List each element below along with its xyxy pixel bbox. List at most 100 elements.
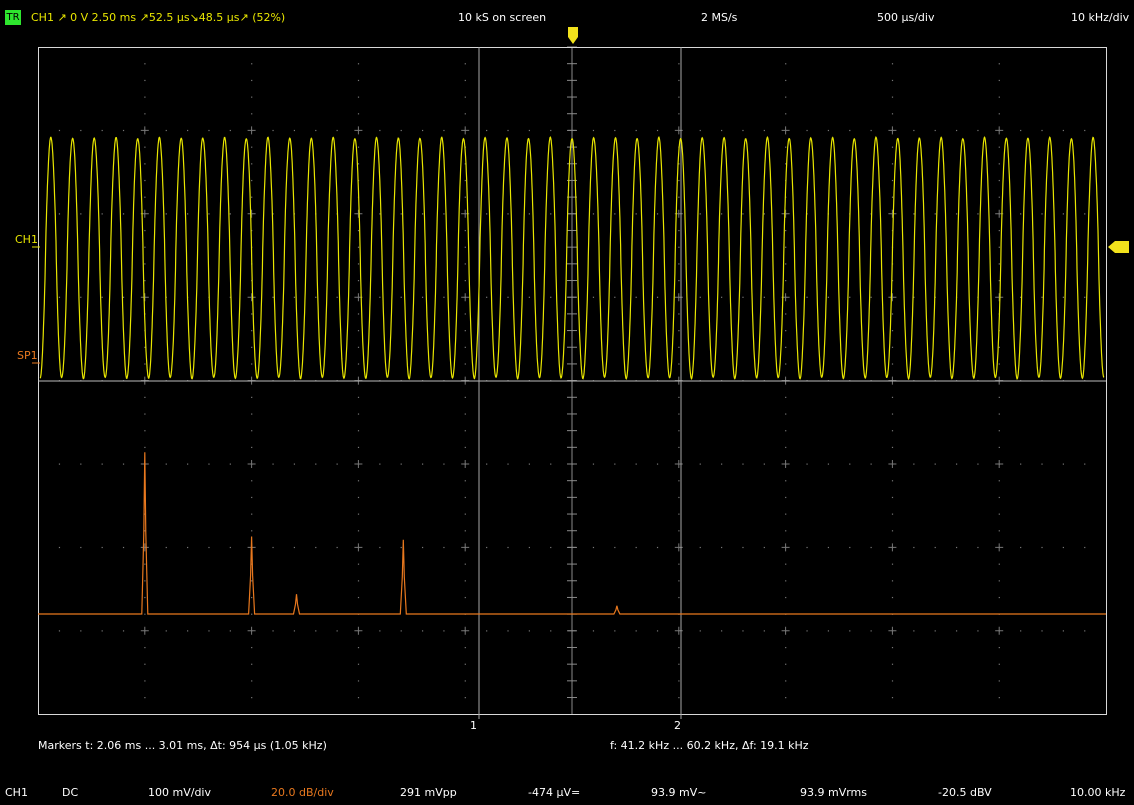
grid-dot <box>293 630 296 632</box>
trigger-badge[interactable]: TR <box>5 10 21 25</box>
status-channel[interactable]: CH1 <box>5 786 28 799</box>
grid-dot <box>977 546 979 549</box>
grid-dot <box>464 480 466 482</box>
grid-dot <box>464 463 466 465</box>
grid-dot <box>614 630 616 632</box>
cursor-2-label[interactable]: 2 <box>674 719 681 732</box>
grid-dot <box>486 296 488 298</box>
grid-dot <box>891 496 894 499</box>
grid-dot <box>763 296 765 298</box>
grid-dot <box>379 213 381 215</box>
grid-dot <box>336 296 338 298</box>
grid-dot <box>357 280 360 282</box>
grid-dot <box>229 129 231 132</box>
grid-dot <box>1020 213 1022 215</box>
sample-rate[interactable]: 2 MS/s <box>701 11 738 24</box>
grid-dot <box>870 463 872 465</box>
grid-dot <box>678 463 680 465</box>
grid-dot <box>785 79 787 82</box>
grid-dot <box>891 463 894 465</box>
ch1-trace-label[interactable]: CH1 <box>15 233 38 246</box>
grid-dot <box>357 463 360 465</box>
grid-dot <box>1041 630 1043 632</box>
grid-dot <box>464 563 466 565</box>
grid-dot <box>891 296 894 298</box>
trigger-position-marker[interactable] <box>567 27 579 45</box>
grid-dot <box>678 646 680 649</box>
grid-dot <box>58 463 61 465</box>
grid-dot <box>464 129 466 132</box>
grid-dot <box>464 646 466 649</box>
grid-dot <box>891 330 894 332</box>
grid-dot <box>656 546 659 549</box>
grid-dot <box>144 179 146 182</box>
grid-dot <box>763 463 765 465</box>
grid-dot <box>464 530 466 532</box>
grid-dot <box>229 630 231 632</box>
grid-dot <box>272 463 274 465</box>
grid-dot <box>891 480 894 482</box>
grid-dot <box>1020 546 1022 549</box>
grid-dot <box>379 630 381 632</box>
grid-dot <box>827 630 830 632</box>
grid-dot <box>229 213 231 215</box>
grid-dot <box>913 463 915 465</box>
grid-dot <box>251 446 253 449</box>
grid-dot <box>421 129 424 132</box>
grid-dot <box>721 546 723 549</box>
grid-dot <box>165 546 167 549</box>
grid-dot <box>785 580 787 582</box>
grid-dot <box>464 213 466 215</box>
grid-dot <box>678 697 680 699</box>
status-volts-per-div[interactable]: 100 mV/div <box>148 786 211 799</box>
grid-dot <box>357 697 360 699</box>
grid-dot <box>891 530 894 532</box>
grid-dot <box>357 63 360 65</box>
grid-dot <box>849 630 851 632</box>
sp1-trace-label[interactable]: SP1 <box>17 349 38 362</box>
grid-dot <box>678 630 680 632</box>
grid-dot <box>678 363 680 365</box>
grid-dot <box>144 146 146 148</box>
grid-dot <box>122 296 125 298</box>
ch1-level-marker[interactable] <box>1108 241 1130 253</box>
status-db-per-div[interactable]: 20.0 dB/div <box>271 786 334 799</box>
markers-time-readout: Markers t: 2.06 ms ... 3.01 ms, Δt: 954 … <box>38 739 327 752</box>
status-coupling[interactable]: DC <box>62 786 79 799</box>
grid-dot <box>998 697 1000 699</box>
grid-dot <box>315 630 317 632</box>
time-per-div[interactable]: 500 µs/div <box>877 11 935 24</box>
graticule <box>58 46 1086 714</box>
grid-dot <box>357 646 360 649</box>
grid-dot <box>785 163 787 165</box>
grid-dot <box>998 513 1000 515</box>
trigger-info[interactable]: CH1 ↗ 0 V 2.50 ms ↗52.5 µs↘48.5 µs↗ (52%… <box>31 11 286 24</box>
grid-dot <box>464 163 466 165</box>
grid-dot <box>998 630 1000 632</box>
grid-dot <box>272 546 274 549</box>
cursor-1-label[interactable]: 1 <box>470 719 477 732</box>
grid-dot <box>464 246 466 248</box>
grid-dot <box>272 630 274 632</box>
grid-dot <box>293 129 296 132</box>
grid-dot <box>721 213 723 215</box>
grid-dot <box>678 96 680 98</box>
grid-dot <box>998 113 1000 115</box>
freq-per-div[interactable]: 10 kHz/div <box>1071 11 1130 24</box>
grid-dot <box>550 296 552 298</box>
grid-dot <box>464 79 466 82</box>
grid-dot <box>357 163 360 165</box>
grid-dot <box>58 546 61 549</box>
grid-dot <box>464 113 466 115</box>
grid-dot <box>785 697 787 699</box>
grid-dot <box>742 463 744 465</box>
grid-dot <box>187 129 189 132</box>
grid-dot <box>464 546 466 549</box>
grid-dot <box>251 530 253 532</box>
grid-dot <box>251 196 253 198</box>
grid-dot <box>785 213 787 215</box>
grid-dot <box>913 296 915 298</box>
grid-dot <box>122 546 125 549</box>
grid-dot <box>1084 129 1086 132</box>
